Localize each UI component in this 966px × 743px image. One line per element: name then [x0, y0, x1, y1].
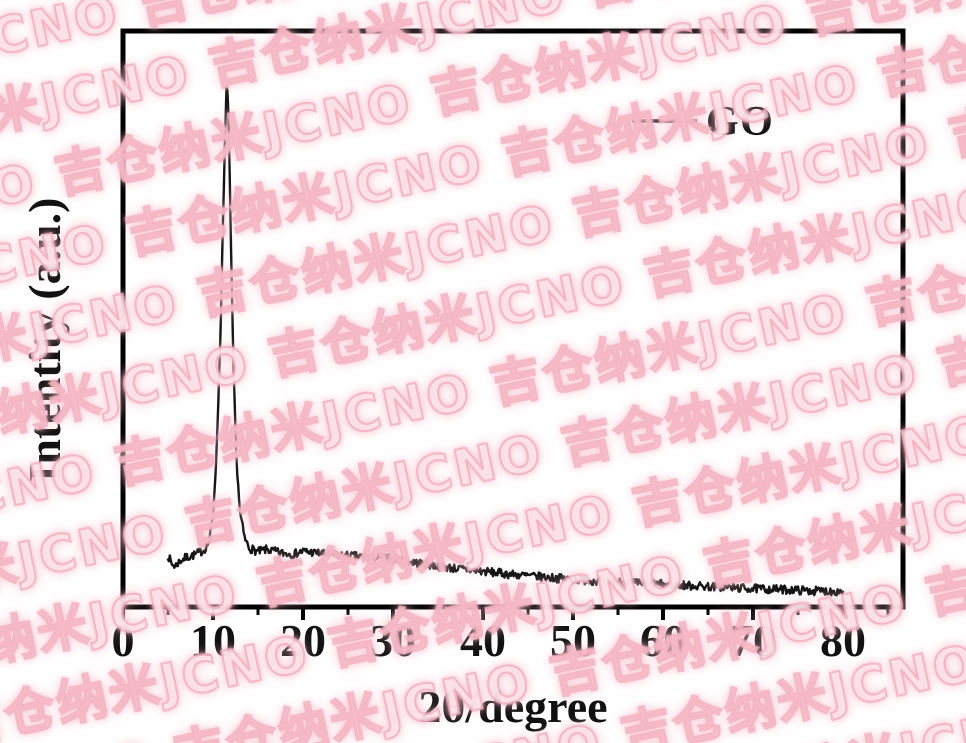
y-axis-title: Intentity (a.u.) — [19, 198, 70, 483]
x-tick-label: 50 — [550, 615, 596, 666]
x-axis-tick-labels: 0 10 20 30 40 50 60 70 80 — [112, 615, 867, 666]
plot-frame — [120, 28, 906, 610]
legend-label: GO — [706, 99, 774, 145]
x-tick-label: 30 — [370, 615, 416, 666]
x-tick-label: 0 — [112, 615, 135, 666]
x-tick-label: 80 — [820, 615, 866, 666]
x-tick-label: 60 — [640, 615, 686, 666]
x-tick-label: 70 — [730, 615, 776, 666]
legend: GO — [632, 99, 774, 145]
x-tick-label: 20 — [280, 615, 326, 666]
x-tick-label: 10 — [190, 615, 236, 666]
go-series-line — [166, 85, 845, 597]
series-group — [166, 85, 845, 597]
x-axis-title: 2θ/degree — [418, 681, 607, 732]
x-tick-label: 40 — [460, 615, 506, 666]
